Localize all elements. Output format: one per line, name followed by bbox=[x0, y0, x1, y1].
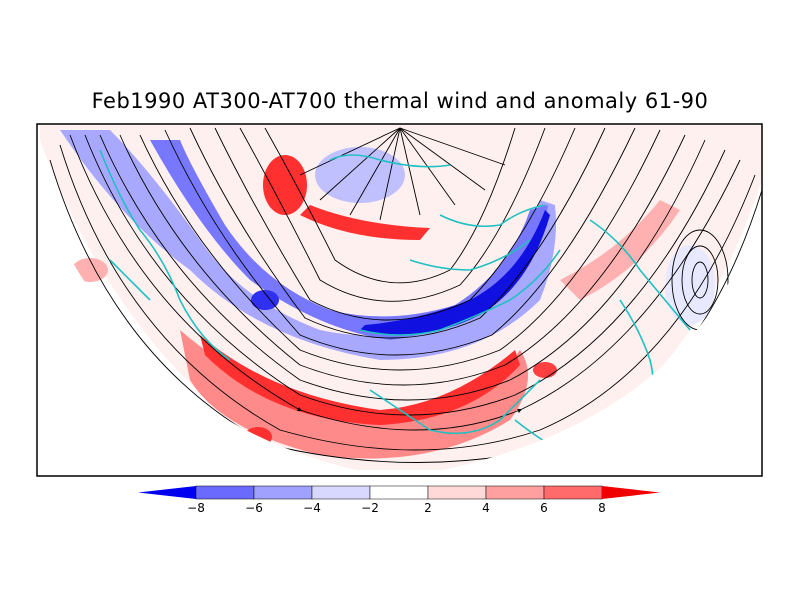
colorbar-segment bbox=[543, 485, 603, 500]
map-panel bbox=[36, 123, 763, 477]
colorbar-segment bbox=[195, 485, 255, 500]
colorbar-segment bbox=[485, 485, 545, 500]
anomaly-positive-strong bbox=[200, 335, 520, 425]
colorbar-segment bbox=[138, 486, 196, 499]
colorbar-segment bbox=[311, 485, 371, 500]
colorbar-tick-label: 6 bbox=[540, 501, 548, 515]
colorbar-tick-label: 8 bbox=[598, 501, 606, 515]
colorbar: −8 −6 −4 −2 2 4 6 8 bbox=[138, 485, 660, 515]
colorbar-segment bbox=[602, 486, 660, 499]
map-frame bbox=[36, 123, 763, 477]
colorbar-segment bbox=[427, 485, 487, 500]
anomaly-negative-strong bbox=[360, 210, 550, 335]
anomaly-positive-spot-c bbox=[263, 155, 307, 215]
colorbar-tick-label: −8 bbox=[187, 501, 205, 515]
colorbar-tick-label: 2 bbox=[424, 501, 432, 515]
anomaly-shading bbox=[40, 124, 762, 470]
colorbar-tick-label: −2 bbox=[361, 501, 379, 515]
colorbar-segment bbox=[369, 485, 429, 500]
anomaly-positive-spot-b bbox=[533, 362, 557, 378]
colorbar-tick-label: −6 bbox=[245, 501, 263, 515]
anomaly-negative-east bbox=[665, 245, 715, 325]
colorbar-tick-label: −4 bbox=[303, 501, 321, 515]
thermal-wind-streamlines bbox=[49, 127, 762, 463]
colorbar-segment bbox=[253, 485, 313, 500]
colorbar-tick-label: 4 bbox=[482, 501, 490, 515]
anomaly-positive-band bbox=[180, 330, 528, 459]
anomaly-negative-medium bbox=[150, 140, 548, 340]
map-title: Feb1990 AT300-AT700 thermal wind and ano… bbox=[91, 89, 709, 113]
anomaly-negative-band bbox=[60, 130, 556, 360]
anomaly-positive-arctic bbox=[300, 205, 430, 240]
anomaly-negative-core bbox=[251, 290, 279, 310]
